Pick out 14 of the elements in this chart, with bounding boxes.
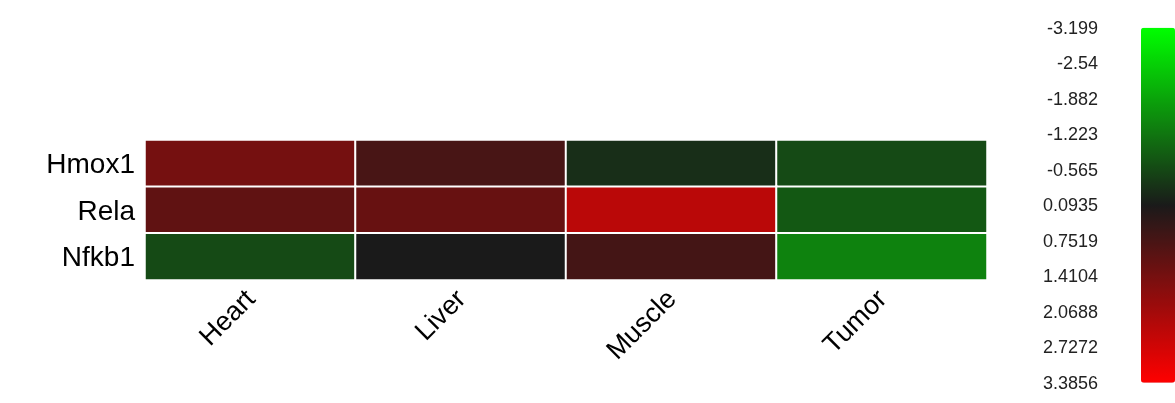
color-bar-label: -3.199	[1046, 17, 1098, 38]
color-bar-label: -2.54	[1056, 53, 1098, 74]
color-bar-label: 0.0935	[1042, 195, 1098, 216]
color-bar-label: -1.223	[1046, 124, 1098, 145]
color-bar-label: -1.882	[1046, 88, 1098, 109]
y-tick-label: Nfkb1	[61, 241, 135, 273]
color-bar-label: 2.7272	[1042, 337, 1098, 358]
color-bar-label: 0.7519	[1042, 230, 1098, 251]
color-bar-label: 2.0688	[1042, 301, 1098, 322]
color-bar-label: 3.3856	[1042, 372, 1098, 393]
y-tick-label: Hmox1	[46, 147, 135, 179]
color-bar-label: 1.4104	[1042, 266, 1098, 287]
color-bar-label: -0.565	[1046, 159, 1098, 180]
y-tick-label: Rela	[77, 194, 136, 226]
